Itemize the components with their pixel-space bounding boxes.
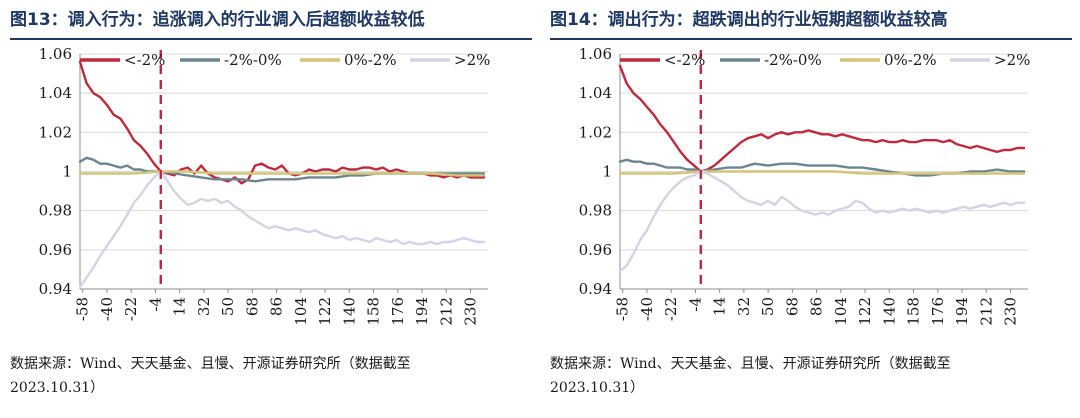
x-tick-label: 194 [413, 297, 431, 326]
x-tick-label: 176 [929, 297, 947, 326]
y-tick-label: 1.06 [579, 45, 612, 63]
y-tick-label: 0.98 [39, 202, 72, 220]
x-tick-label: -4 [686, 297, 704, 312]
x-tick-label: 158 [365, 297, 383, 326]
line-chart-fig13: 0.94 0.96 0.98 1 1.02 1.04 1.06 -58 -40 -22 -4 14 32… [10, 44, 532, 344]
x-tick-label: 50 [219, 297, 237, 316]
source-line-1: 数据来源：Wind、天天基金、且慢、开源证券研究所（数据截至 [10, 356, 411, 372]
y-tick-label: 1.06 [39, 45, 72, 63]
chart-panel-fig14: 图14：调出行为：超跌调出的行业短期超额收益较高 0.94 0.96 0.98 1 1.… [550, 0, 1072, 418]
legend-label: >2% [994, 51, 1030, 69]
x-tick-label: -22 [662, 297, 680, 321]
x-tick-label: 140 [880, 297, 898, 326]
y-tick-label: 1 [602, 163, 612, 181]
legend-label: 0%-2% [884, 51, 937, 69]
x-tick-label: 122 [856, 297, 874, 326]
x-tick-label: 122 [316, 297, 334, 326]
y-tick-label: 0.96 [39, 241, 72, 259]
x-tick-label: -40 [98, 297, 116, 321]
series-line [78, 156, 486, 183]
chart-title: 图14：调出行为：超跌调出的行业短期超额收益较高 [550, 10, 948, 30]
x-tick-label: 14 [171, 297, 189, 316]
y-tick-label: 0.98 [579, 202, 612, 220]
x-tick-label: 140 [340, 297, 358, 326]
x-tick-label: 86 [808, 297, 826, 316]
x-tick-label: -22 [122, 297, 140, 321]
x-tick-label: -40 [638, 297, 656, 321]
x-tick-label: 230 [461, 297, 479, 326]
chart-title: 图13：调入行为：追涨调入的行业调入后超额收益较低 [10, 10, 425, 30]
x-tick-label: 68 [783, 297, 801, 316]
x-tick-label: -58 [614, 297, 632, 321]
chart-svg: 0.94 0.96 0.98 1 1.02 1.04 1.06 -58 -40 -22 -4 14 32… [39, 45, 491, 326]
series-line [618, 170, 1026, 175]
legend-label: >2% [454, 51, 490, 69]
y-tick-label: 1.02 [39, 123, 72, 141]
x-tick-label: 104 [292, 297, 310, 326]
x-tick-label: 50 [759, 297, 777, 316]
series-line [78, 170, 486, 289]
source-line-2: 2023.10.31） [550, 380, 645, 396]
y-tick-label: 1.04 [579, 84, 612, 102]
x-tick-label: 176 [389, 297, 407, 326]
x-tick-label: 68 [243, 297, 261, 316]
x-tick-label: 230 [1001, 297, 1019, 326]
source-line-2: 2023.10.31） [10, 380, 105, 396]
title-divider [550, 38, 1072, 40]
x-tick-label: 158 [905, 297, 923, 326]
legend-label: 0%-2% [344, 51, 397, 69]
x-tick-label: 212 [977, 297, 995, 326]
source-note: 数据来源：Wind、天天基金、且慢、开源证券研究所（数据截至 2023.10.3… [550, 352, 1072, 400]
chart-panel-fig13: 图13：调入行为：追涨调入的行业调入后超额收益较低 0.94 0.96 0.98 1 1… [10, 0, 532, 418]
chart-svg: 0.94 0.96 0.98 1 1.02 1.04 1.06 -58 -40 -22 -4 14 32… [579, 45, 1031, 326]
x-tick-label: 32 [735, 297, 753, 316]
x-tick-label: 86 [268, 297, 286, 316]
series-line [78, 170, 486, 177]
y-tick-label: 1.04 [39, 84, 72, 102]
legend-label: <-2% [124, 51, 165, 69]
y-tick-label: 0.96 [579, 241, 612, 259]
legend-label: <-2% [664, 51, 705, 69]
series-line [618, 170, 1026, 273]
x-tick-label: -4 [146, 297, 164, 312]
legend-label: -2%-0% [224, 51, 282, 69]
x-tick-label: 32 [195, 297, 213, 316]
series-line [618, 64, 1026, 173]
x-tick-label: 212 [437, 297, 455, 326]
y-tick-label: 1 [62, 163, 72, 181]
x-tick-label: -58 [74, 297, 92, 321]
x-tick-label: 14 [711, 297, 729, 316]
y-tick-label: 0.94 [579, 280, 612, 298]
source-note: 数据来源：Wind、天天基金、且慢、开源证券研究所（数据截至 2023.10.3… [10, 352, 532, 400]
title-divider [10, 38, 532, 40]
x-tick-label: 194 [953, 297, 971, 326]
legend-label: -2%-0% [764, 51, 822, 69]
y-tick-label: 1.02 [579, 123, 612, 141]
x-tick-label: 104 [832, 297, 850, 326]
series-line [78, 60, 486, 185]
line-chart-fig14: 0.94 0.96 0.98 1 1.02 1.04 1.06 -58 -40 -22 -4 14 32… [550, 44, 1072, 344]
y-tick-label: 0.94 [39, 280, 72, 298]
source-line-1: 数据来源：Wind、天天基金、且慢、开源证券研究所（数据截至 [550, 356, 951, 372]
